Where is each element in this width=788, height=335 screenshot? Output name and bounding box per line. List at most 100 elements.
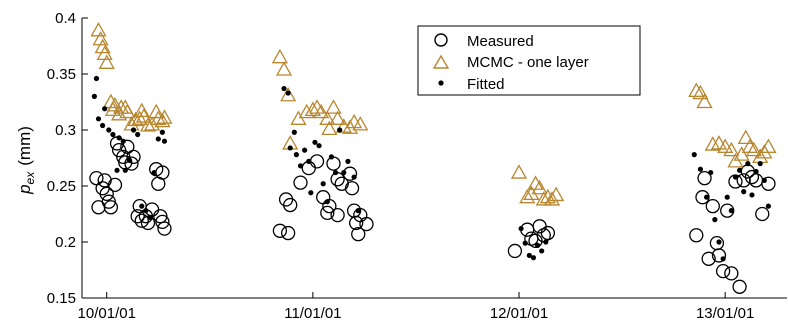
fitted-point <box>161 138 168 144</box>
mcmc-point <box>271 48 289 64</box>
mcmc-point <box>723 141 740 157</box>
measured-point <box>711 248 727 263</box>
y-axis-label-subscript: ex <box>23 171 37 185</box>
fitted-point <box>102 106 108 112</box>
mcmc-point <box>133 102 150 118</box>
mcmc-point <box>692 84 709 100</box>
fitted-point <box>704 194 710 200</box>
y-axis-label-main: p <box>15 184 34 194</box>
mcmc-point <box>717 138 734 153</box>
fitted-point <box>297 163 304 169</box>
mcmc-point <box>304 101 321 116</box>
fitted-point <box>539 248 545 254</box>
fitted-point <box>712 217 718 223</box>
fitted-point <box>116 135 122 141</box>
mcmc-point <box>688 82 705 97</box>
measured-point <box>157 221 172 236</box>
fitted-point <box>293 152 299 158</box>
fitted-point <box>332 169 339 176</box>
mcmc-point <box>535 191 552 206</box>
measured-point <box>293 175 308 190</box>
y-tick-label: 0.3 <box>55 122 76 139</box>
fitted-point <box>328 154 335 160</box>
mcmc-point <box>523 185 540 200</box>
measured-point <box>330 207 345 223</box>
fitted-point <box>351 174 357 180</box>
measured-point <box>97 173 112 188</box>
measured-point <box>761 176 776 191</box>
measured-point <box>705 199 720 214</box>
fitted-point <box>761 177 767 183</box>
measured-point <box>103 200 119 215</box>
fitted-point <box>308 190 314 196</box>
fitted-point <box>93 75 100 82</box>
mcmc-point <box>733 146 750 161</box>
fitted-point <box>745 161 751 167</box>
measured-point <box>272 223 288 238</box>
fitted-point <box>95 116 102 122</box>
y-tick-label: 0.15 <box>47 290 76 307</box>
fitted-point <box>120 138 126 144</box>
mcmc-point <box>148 103 165 119</box>
y-axis-label: pex (mm) <box>15 126 37 195</box>
measured-point <box>126 149 141 165</box>
measured-point <box>689 228 704 243</box>
fitted-point <box>306 158 312 164</box>
legend-mcmc-label: MCMC - one layer <box>467 54 589 71</box>
measured-point <box>344 181 360 196</box>
legend-measured-label: Measured <box>467 33 534 50</box>
mcmc-point <box>94 38 111 54</box>
measured-point <box>124 156 139 171</box>
fitted-point <box>716 239 722 245</box>
fitted-point <box>320 181 326 187</box>
x-tick-label: 11/01/01 <box>284 305 341 322</box>
measured-point <box>701 251 716 266</box>
measured-point <box>309 154 325 169</box>
fitted-point <box>91 93 97 99</box>
fitted-point <box>749 192 755 198</box>
measured-point <box>134 213 149 228</box>
measured-point <box>322 199 337 214</box>
mcmc-point <box>710 135 728 150</box>
y-axis-label-unit: (mm) <box>15 126 34 166</box>
fitted-point <box>106 127 112 133</box>
fitted-point <box>345 158 351 164</box>
fitted-point <box>728 208 734 214</box>
measured-point <box>280 225 296 241</box>
mcmc-point <box>280 86 297 102</box>
measured-point <box>283 197 298 213</box>
fitted-point <box>708 169 714 176</box>
mcmc-point <box>135 108 152 123</box>
mcmc-point <box>756 144 773 159</box>
x-tick-label: 13/01/01 <box>696 305 754 322</box>
fitted-point <box>302 147 308 153</box>
fitted-point <box>281 85 287 92</box>
y-axis-label-text: pex (mm) <box>15 126 37 195</box>
fitted-point <box>155 136 161 142</box>
fitted-point <box>724 194 730 200</box>
measured-point <box>89 171 104 186</box>
fitted-point <box>341 169 347 176</box>
mcmc-point <box>298 103 315 119</box>
fitted-point <box>741 189 747 195</box>
measured-point <box>755 206 770 222</box>
mcmc-point <box>548 186 565 202</box>
fitted-point <box>543 239 549 245</box>
fitted-point <box>147 214 153 220</box>
measured-point <box>351 227 366 242</box>
fitted-point <box>110 131 116 138</box>
fitted-point <box>691 152 697 158</box>
fitted-point <box>126 157 133 163</box>
measured-point <box>697 171 712 186</box>
measured-point <box>326 156 341 171</box>
measured-point <box>748 173 764 188</box>
fitted-point <box>114 167 120 173</box>
mcmc-point <box>156 109 173 124</box>
mcmc-point <box>321 120 338 136</box>
fitted-point <box>159 129 165 135</box>
fitted-point <box>530 255 537 261</box>
fitted-point <box>534 242 541 248</box>
legend: Measured MCMC - one layer Fitted <box>417 25 641 96</box>
measured-point <box>540 225 556 241</box>
measured-point <box>349 215 364 231</box>
